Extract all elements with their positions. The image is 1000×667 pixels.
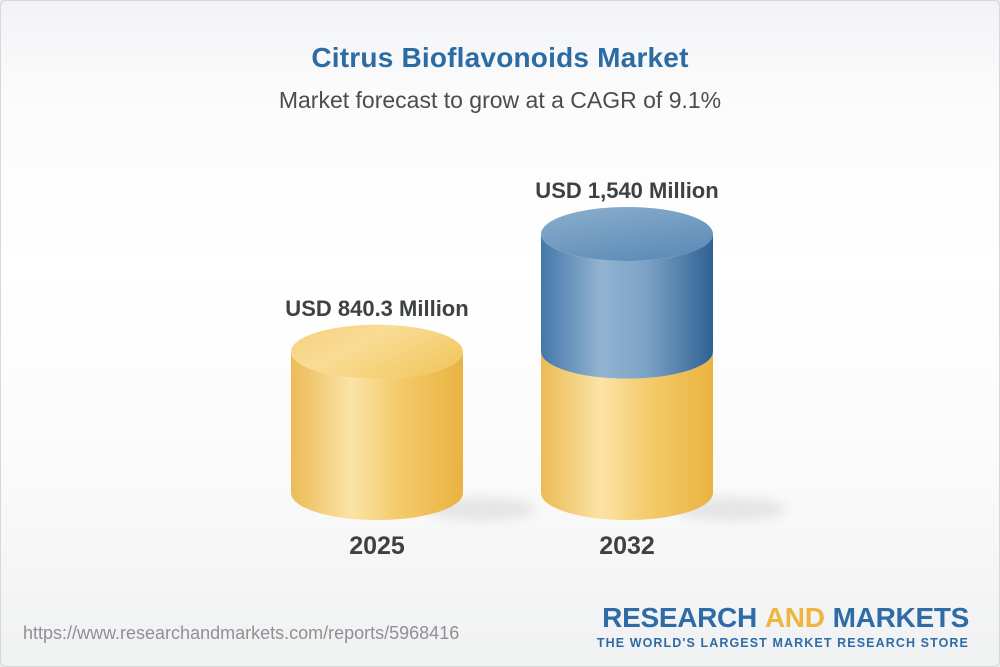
logo-word-markets: MARKETS <box>832 602 970 633</box>
logo-word-and: AND <box>764 602 825 633</box>
chart-subtitle: Market forecast to grow at a CAGR of 9.1… <box>278 87 722 113</box>
value-label-2025: USD 840.3 Million <box>285 295 469 321</box>
research-and-markets-logo: RESEARCH AND MARKETS THE WORLD'S LARGEST M… <box>597 604 969 650</box>
value-label-2032: USD 1,540 Million <box>535 178 719 203</box>
category-label-2025: 2025 <box>349 532 405 560</box>
logo-tagline: THE WORLD'S LARGEST MARKET RESEARCH STOR… <box>596 636 969 650</box>
chart-title: Citrus Bioflavonoids Market <box>311 42 689 73</box>
category-label-2032: 2032 <box>599 532 655 560</box>
cylinder-bars <box>291 207 786 521</box>
report-url[interactable]: https://www.researchandmarkets.com/repor… <box>23 623 460 643</box>
logo-word-research: RESEARCH <box>602 602 757 633</box>
logo-wordmark: RESEARCH AND MARKETS <box>597 604 969 632</box>
